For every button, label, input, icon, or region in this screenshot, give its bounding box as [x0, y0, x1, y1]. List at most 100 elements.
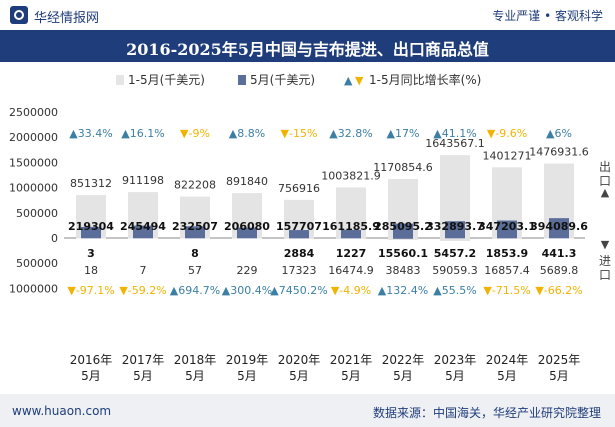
export-monthly-bar — [445, 221, 465, 238]
legend-down-arrow-icon: ▼ — [355, 74, 364, 87]
x-category-label: 2025年 5月 — [538, 353, 581, 383]
import-cumulative-bar — [492, 238, 522, 239]
import-monthly-bar — [393, 238, 413, 239]
export-monthly-label: 206080 — [224, 220, 270, 233]
export-growth-label: ▲16.1% — [121, 127, 164, 140]
export-monthly-bar — [393, 223, 413, 238]
export-growth-label: ▼-15% — [281, 127, 318, 140]
import-cumulative-label: 5689.8 — [540, 264, 579, 277]
export-cumulative-label: 891840 — [226, 175, 268, 188]
import-monthly-label: 5457.2 — [434, 247, 476, 260]
data-source: 数据来源：中国海关，华经产业研究院整理 — [372, 406, 601, 420]
x-category-label: 2022年 5月 — [382, 353, 425, 383]
export-growth-label: ▲41.1% — [433, 127, 476, 140]
x-category-label: 2024年 5月 — [486, 353, 529, 383]
export-monthly-label: 394089.6 — [530, 220, 588, 233]
export-growth-label: ▲33.4% — [69, 127, 112, 140]
y-tick-label: 2000000 — [9, 131, 58, 144]
legend-swatch-monthly — [238, 75, 246, 85]
import-cumulative-bar — [388, 238, 418, 240]
y-tick-label: 0 — [51, 232, 58, 245]
chart-title: 2016-2025年5月中国与吉布提进、出口商品总值 — [126, 40, 489, 59]
export-monthly-bar — [549, 218, 569, 238]
legend-up-arrow-icon: ▲ — [344, 74, 353, 87]
x-category-label: 2018年 5月 — [174, 353, 217, 383]
top-bar: 华经情报网 专业严谨 • 客观科学 — [0, 0, 615, 30]
import-monthly-label: 2884 — [284, 247, 315, 260]
export-monthly-label: 332893.7 — [426, 220, 484, 233]
export-cumulative-label: 756916 — [278, 182, 320, 195]
y-tick-label: 1000000 — [9, 282, 58, 295]
import-monthly-label: 8 — [191, 247, 199, 260]
import-cumulative-label: 229 — [237, 264, 258, 277]
import-cumulative-label: 18 — [84, 264, 98, 277]
export-cumulative-label: 822208 — [174, 179, 216, 192]
export-cumulative-bar — [336, 187, 366, 238]
import-cumulative-label: 38483 — [386, 264, 421, 277]
export-monthly-bar — [185, 226, 205, 238]
export-cumulative-label: 911198 — [122, 174, 164, 187]
import-cumulative-label: 57 — [188, 264, 202, 277]
import-cumulative-label: 16857.4 — [484, 264, 530, 277]
y-tick-label: 2500000 — [9, 106, 58, 119]
import-monthly-label: 3 — [87, 247, 95, 260]
export-monthly-bar — [81, 226, 101, 238]
export-monthly-label: 285095.2 — [374, 220, 432, 233]
export-cumulative-label: 1401271 — [483, 149, 532, 162]
import-arrow-icon: ▼ — [600, 238, 610, 251]
export-cumulative-label: 1476931.6 — [529, 146, 589, 159]
y-tick-label: 500000 — [16, 207, 58, 220]
import-side-label: 进口 — [598, 254, 611, 282]
export-arrow-icon: ▲ — [600, 186, 610, 199]
y-tick-label: 500000 — [16, 257, 58, 270]
export-monthly-label: 232507 — [172, 220, 218, 233]
import-cumulative-label: 17323 — [282, 264, 317, 277]
export-monthly-label: 157707 — [276, 220, 322, 233]
import-growth-label: ▼-97.1% — [67, 284, 114, 297]
x-category-label: 2021年 5月 — [330, 353, 373, 383]
x-category-label: 2016年 5月 — [70, 353, 113, 383]
import-growth-label: ▼-4.9% — [331, 284, 371, 297]
export-growth-label: ▲17% — [387, 127, 420, 140]
export-cumulative-label: 1003821.9 — [321, 169, 381, 182]
import-growth-label: ▲55.5% — [433, 284, 476, 297]
import-monthly-label: 441.3 — [542, 247, 577, 260]
site-url[interactable]: www.huaon.com — [12, 404, 112, 418]
export-growth-label: ▲8.8% — [229, 127, 265, 140]
import-growth-label: ▲7450.2% — [270, 284, 327, 297]
export-monthly-label: 219304 — [68, 220, 114, 233]
legend-swatch-cumulative — [116, 75, 124, 85]
import-growth-label: ▲132.4% — [378, 284, 428, 297]
import-growth-label: ▲694.7% — [170, 284, 220, 297]
export-monthly-bar — [237, 227, 257, 238]
brand-logo-icon — [10, 6, 28, 24]
legend-label-growth: 1-5月同比增长率(%) — [369, 72, 481, 87]
x-category-label: 2020年 5月 — [278, 353, 321, 383]
import-cumulative-label: 7 — [140, 264, 147, 277]
export-cumulative-label: 1170854.6 — [373, 161, 433, 174]
x-category-label: 2017年 5月 — [122, 353, 165, 383]
export-monthly-bar — [497, 220, 517, 238]
import-cumulative-bar — [284, 238, 314, 239]
y-tick-label: 1500000 — [9, 156, 58, 169]
export-cumulative-label: 851312 — [70, 177, 112, 190]
import-growth-label: ▼-71.5% — [483, 284, 530, 297]
export-monthly-bar — [289, 230, 309, 238]
y-tick-label: 1000000 — [9, 182, 58, 195]
import-growth-label: ▲300.4% — [222, 284, 272, 297]
export-monthly-label: 245494 — [120, 220, 166, 233]
import-growth-label: ▼-59.2% — [119, 284, 166, 297]
export-growth-label: ▲6% — [546, 127, 572, 140]
import-growth-label: ▼-66.2% — [535, 284, 582, 297]
title-bar: 2016-2025年5月中国与吉布提进、出口商品总值 — [0, 30, 615, 62]
slogan: 专业严谨 • 客观科学 — [492, 9, 603, 23]
import-cumulative-bar — [440, 238, 470, 241]
chart: 1-5月(千美元) 5月(千美元) ▲ ▼ 1-5月同比增长率(%) 2500000 200… — [9, 72, 589, 383]
import-cumulative-label: 59059.3 — [432, 264, 478, 277]
legend-label-monthly: 5月(千美元) — [250, 73, 315, 87]
export-monthly-label: 161185.9 — [322, 220, 380, 233]
export-growth-label: ▲32.8% — [329, 127, 372, 140]
import-cumulative-bar — [336, 238, 366, 239]
import-monthly-label: 1853.9 — [486, 247, 528, 260]
export-cumulative-label: 1643567.1 — [425, 137, 485, 150]
